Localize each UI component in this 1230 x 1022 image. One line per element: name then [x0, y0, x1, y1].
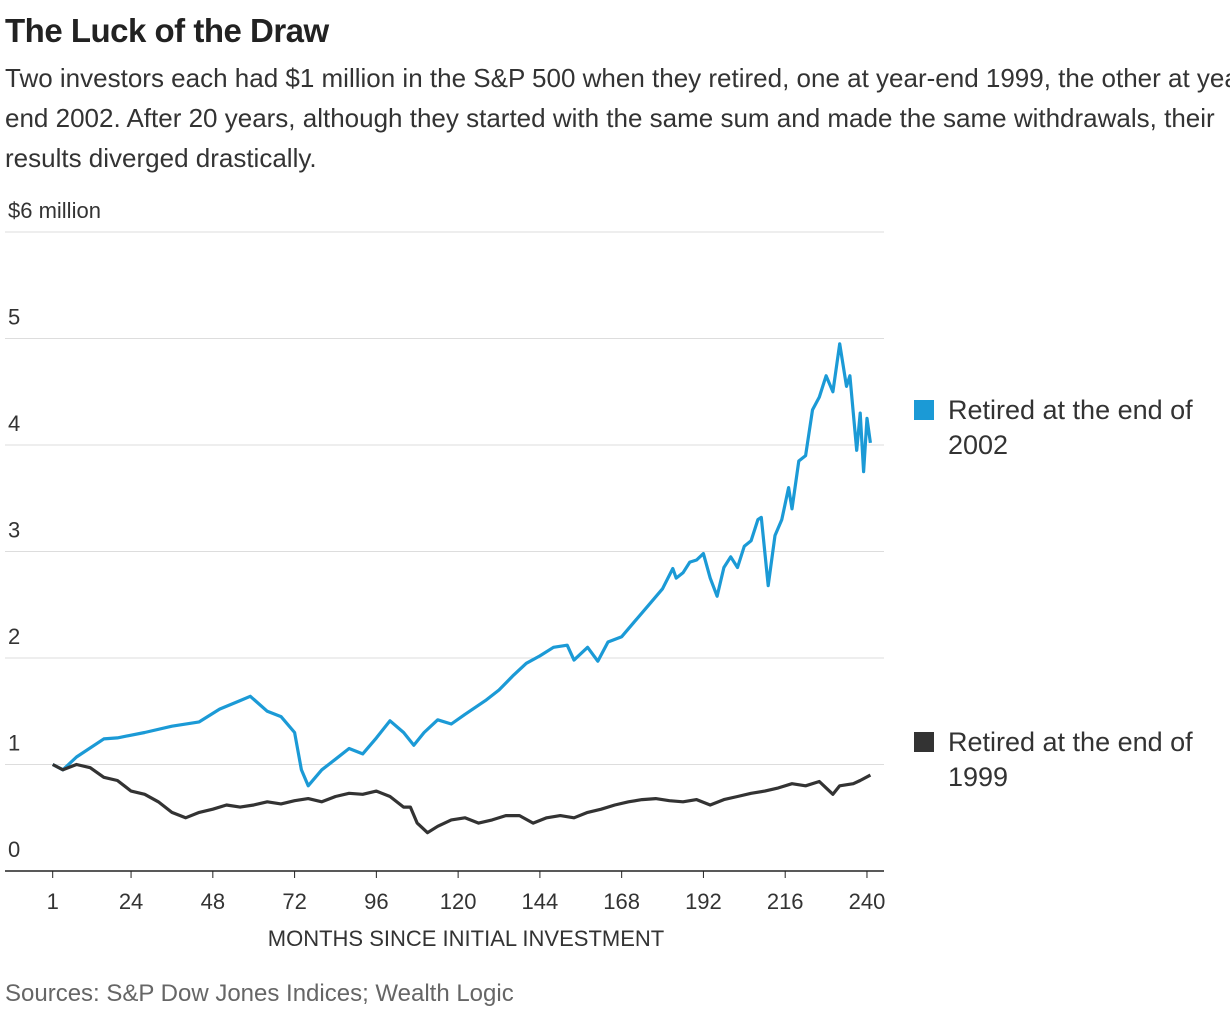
x-tick-label: 96 [364, 889, 388, 914]
y-tick-label: 0 [8, 837, 20, 862]
legend-entry: Retired at the end of 2002 [914, 393, 1224, 463]
source: Sources: S&P Dow Jones Indices; Wealth L… [5, 980, 514, 1007]
legend-entry: Retired at the end of 1999 [914, 725, 1224, 795]
legend-label: Retired at the end of 2002 [948, 394, 1193, 460]
series-line [51, 762, 872, 835]
legend-label: Retired at the end of 1999 [948, 727, 1193, 793]
x-tick-label: 216 [767, 889, 804, 914]
legend-swatch [914, 399, 934, 420]
y-tick-label: 3 [8, 518, 20, 543]
x-tick-label: 168 [603, 889, 640, 914]
y-tick-label: 1 [8, 731, 20, 756]
series-line [51, 342, 872, 788]
x-tick-label: 1 [47, 889, 59, 914]
y-tick-label: $6 million [8, 198, 101, 223]
subtitle: Two investors each had $1 million in the… [5, 63, 1230, 173]
x-tick-label: 72 [282, 889, 306, 914]
x-tick-label: 240 [849, 889, 886, 914]
x-tick-label: 24 [119, 889, 143, 914]
x-axis-title: MONTHS SINCE INITIAL INVESTMENT [268, 926, 664, 951]
y-tick-label: 4 [8, 411, 20, 436]
x-tick-label: 192 [685, 889, 722, 914]
title: The Luck of the Draw [5, 12, 329, 49]
legend-swatch [914, 732, 934, 753]
y-tick-label: 5 [8, 305, 20, 330]
x-tick-label: 48 [201, 889, 225, 914]
y-tick-label: 2 [8, 624, 20, 649]
x-tick-label: 120 [440, 889, 477, 914]
x-tick-label: 144 [522, 889, 559, 914]
